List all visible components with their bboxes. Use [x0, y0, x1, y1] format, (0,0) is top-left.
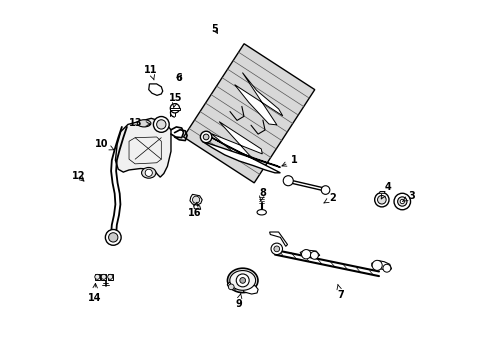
Text: 15: 15 — [168, 93, 182, 107]
Circle shape — [397, 197, 406, 206]
Polygon shape — [300, 250, 319, 257]
Text: 1: 1 — [282, 155, 298, 166]
Circle shape — [270, 243, 282, 255]
Polygon shape — [94, 274, 100, 280]
Polygon shape — [379, 192, 384, 193]
Ellipse shape — [227, 268, 258, 293]
Circle shape — [236, 274, 249, 287]
Polygon shape — [242, 285, 258, 294]
Circle shape — [203, 134, 208, 140]
Polygon shape — [202, 134, 280, 173]
Circle shape — [170, 104, 179, 113]
Circle shape — [393, 193, 410, 210]
Polygon shape — [211, 122, 262, 164]
Ellipse shape — [137, 120, 151, 127]
Text: 14: 14 — [88, 283, 101, 303]
Circle shape — [301, 249, 310, 259]
Circle shape — [108, 233, 118, 242]
Circle shape — [156, 120, 165, 129]
Circle shape — [321, 186, 329, 194]
Text: 10: 10 — [95, 139, 114, 150]
Text: 9: 9 — [235, 293, 242, 309]
Circle shape — [283, 176, 293, 186]
Text: 6: 6 — [176, 73, 182, 83]
Polygon shape — [115, 118, 171, 177]
Text: 16: 16 — [187, 202, 201, 218]
Polygon shape — [234, 73, 282, 125]
Circle shape — [377, 195, 386, 204]
Polygon shape — [193, 204, 201, 210]
Polygon shape — [170, 108, 179, 110]
Circle shape — [101, 274, 106, 279]
Circle shape — [382, 264, 390, 272]
Circle shape — [228, 284, 234, 290]
Ellipse shape — [229, 271, 255, 290]
Polygon shape — [227, 282, 235, 291]
Polygon shape — [183, 44, 314, 183]
Polygon shape — [190, 194, 202, 205]
Circle shape — [239, 278, 245, 283]
Polygon shape — [269, 232, 287, 246]
Ellipse shape — [142, 167, 156, 178]
Circle shape — [310, 251, 318, 259]
Circle shape — [107, 274, 112, 279]
Text: 8: 8 — [259, 188, 265, 201]
Circle shape — [374, 193, 388, 207]
Circle shape — [153, 117, 169, 132]
Text: 5: 5 — [211, 24, 218, 35]
Text: 12: 12 — [72, 171, 85, 181]
Text: 13: 13 — [128, 118, 150, 128]
Circle shape — [95, 274, 100, 279]
Ellipse shape — [257, 210, 266, 215]
Polygon shape — [371, 261, 391, 270]
Circle shape — [273, 246, 279, 252]
Text: 11: 11 — [143, 64, 157, 80]
Text: 4: 4 — [381, 182, 390, 199]
Circle shape — [145, 169, 152, 176]
Text: 2: 2 — [323, 193, 335, 203]
Circle shape — [200, 131, 211, 143]
Circle shape — [399, 199, 404, 204]
Circle shape — [105, 229, 121, 245]
Polygon shape — [148, 84, 163, 95]
Polygon shape — [101, 274, 106, 280]
Circle shape — [371, 260, 382, 270]
Polygon shape — [107, 274, 113, 280]
Circle shape — [192, 196, 199, 203]
Text: 7: 7 — [336, 284, 343, 300]
Text: 3: 3 — [402, 191, 414, 201]
